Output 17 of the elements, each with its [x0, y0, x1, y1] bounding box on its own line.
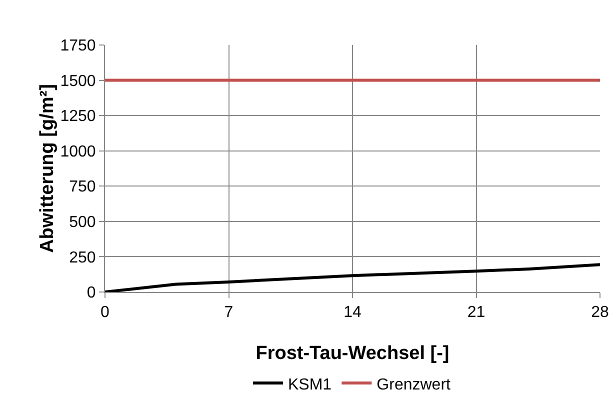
- y-tick-label: 0: [86, 284, 96, 302]
- legend-label: KSM1: [288, 376, 332, 394]
- y-tick-label: 1250: [60, 108, 96, 126]
- y-axis-title: Abwitterung [g/m²]: [37, 84, 58, 253]
- x-tick-label: 21: [467, 304, 486, 322]
- y-tick-label: 500: [69, 214, 96, 232]
- x-tick-label: 0: [100, 304, 110, 322]
- x-tick-label: 7: [224, 304, 234, 322]
- y-tick-label: 750: [69, 178, 96, 196]
- y-tick-label: 250: [69, 249, 96, 266]
- x-tick-label: 14: [344, 304, 362, 322]
- x-tick-label: 28: [591, 304, 609, 322]
- y-tick-label: 1000: [60, 143, 96, 160]
- y-tick-label: 1750: [60, 38, 96, 55]
- legend-label: Grenzwert: [376, 376, 452, 394]
- y-tick-label: 1500: [60, 72, 96, 90]
- x-axis-title: Frost-Tau-Wechsel [-]: [256, 343, 450, 364]
